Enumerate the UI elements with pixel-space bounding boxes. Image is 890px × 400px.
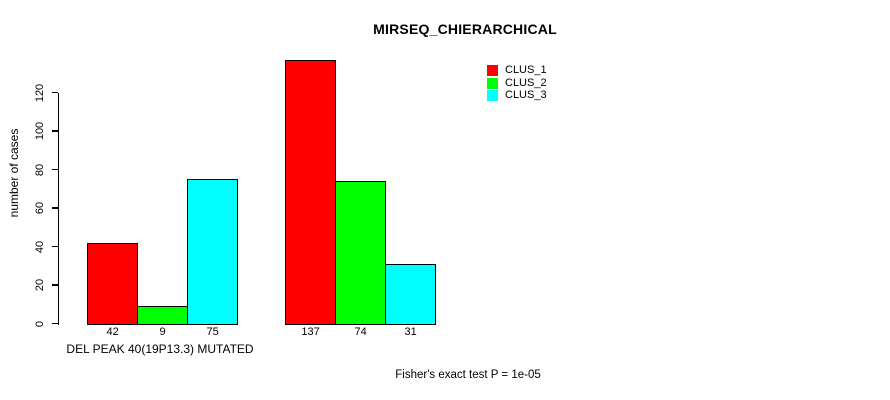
y-tick [52, 284, 58, 286]
bar-value-label: 42 [106, 325, 119, 338]
y-tick-label: 80 [34, 163, 46, 176]
bar-clus_1-group2 [285, 59, 337, 325]
legend-label: CLUS_1 [505, 64, 547, 76]
bar-clus_2-group1 [137, 306, 189, 325]
y-tick-label: 20 [34, 278, 46, 292]
legend-color-swatch [487, 65, 498, 76]
bar-value-label: 9 [159, 325, 166, 338]
bar-clus_1-group1 [87, 242, 139, 325]
bar-clus_3-group2 [385, 263, 437, 325]
y-tick [52, 207, 58, 209]
legend-color-swatch [487, 77, 498, 89]
y-axis-line [57, 92, 59, 325]
legend-label: CLUS_2 [505, 76, 547, 89]
legend-color-swatch [487, 90, 498, 101]
footnote: Fisher's exact test P = 1e-05 [395, 369, 541, 381]
chart-title: MIRSEQ_CHIERARCHICAL [373, 21, 557, 37]
legend-label: CLUS_3 [505, 89, 547, 101]
y-tick [52, 91, 58, 94]
bar-clus_2-group2 [335, 181, 387, 325]
y-tick [52, 322, 58, 325]
bar-value-label: 31 [404, 325, 417, 338]
y-tick-label: 120 [34, 83, 46, 102]
bar-value-label: 75 [206, 325, 219, 338]
y-tick-label: 100 [34, 121, 46, 141]
legend-item: CLUS_3 [487, 90, 547, 101]
y-tick-label: 40 [34, 240, 46, 253]
y-tick [52, 245, 58, 248]
y-tick-label: 60 [34, 201, 46, 215]
bar-clus_3-group1 [187, 179, 239, 325]
bar-value-label: 137 [301, 325, 320, 338]
y-axis-label: number of cases [7, 128, 21, 218]
bar-value-label: 74 [354, 325, 367, 338]
y-tick [52, 168, 58, 171]
y-tick [52, 130, 58, 132]
y-tick-label: 0 [34, 320, 46, 327]
legend: CLUS_1 CLUS_2 CLUS_3 [487, 65, 547, 103]
legend-item: CLUS_2 [487, 76, 547, 89]
x-axis-group-label: DEL PEAK 40(19P13.3) MUTATED [66, 342, 254, 356]
legend-item: CLUS_1 [487, 65, 547, 76]
